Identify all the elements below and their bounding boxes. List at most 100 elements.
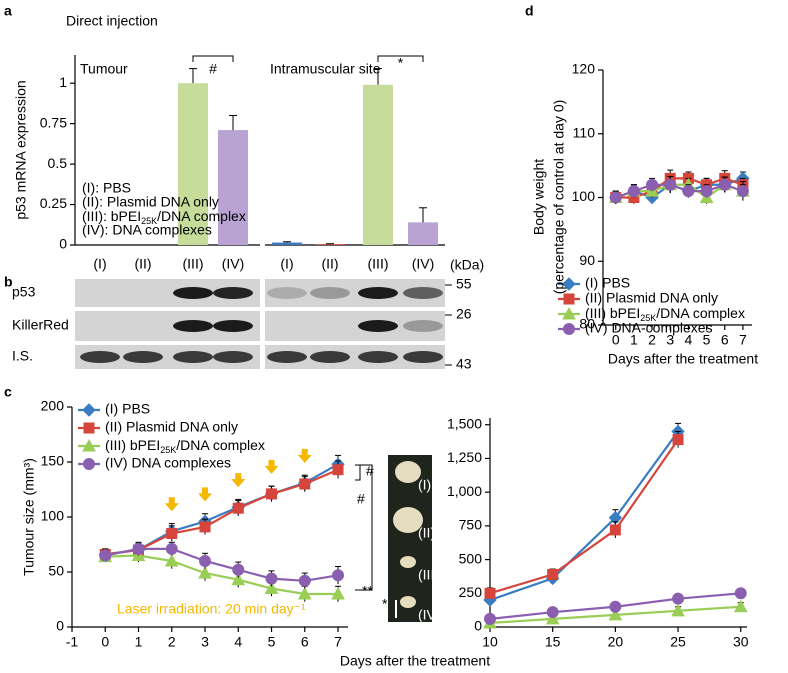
y-tick-label: 1 <box>59 74 67 90</box>
y-tick-label: 0 <box>474 618 482 634</box>
y-tick-label: 0.75 <box>40 114 67 130</box>
band <box>358 351 398 363</box>
y-tick-label: 120 <box>572 61 596 77</box>
marker <box>297 586 312 600</box>
marker <box>484 612 496 625</box>
legend-text: (I) PBS <box>585 275 630 291</box>
band <box>213 351 253 363</box>
marker <box>266 488 278 500</box>
x-tick-label: 1 <box>630 332 638 348</box>
marker <box>199 521 211 533</box>
bar <box>272 242 302 245</box>
y-tick-label: 1,000 <box>447 483 482 499</box>
marker <box>547 568 559 580</box>
legend-marker <box>563 323 575 335</box>
y-tick-label: 50 <box>48 563 64 579</box>
marker <box>545 611 560 625</box>
legend-text: (II): Plasmid DNA only <box>82 194 219 210</box>
panel-label: b <box>4 274 13 290</box>
legend-marker <box>82 403 96 417</box>
x-tick-label: 0 <box>612 332 620 348</box>
panel-label: d <box>525 3 534 19</box>
legend-text: (III) bPEI25K/DNA complex <box>105 437 265 456</box>
x-tick-label: 3 <box>666 332 674 348</box>
band <box>358 320 398 332</box>
y-tick-label: 500 <box>459 550 483 566</box>
bar <box>218 130 248 245</box>
significance: # <box>357 491 365 507</box>
panel-label: a <box>4 3 12 19</box>
marker-label: 55 <box>456 276 472 292</box>
group-label: Tumour <box>80 61 128 77</box>
marker <box>718 178 731 191</box>
legend-text: (III): bPEI25K/DNA complex <box>82 208 246 227</box>
x-tick-label: 4 <box>685 332 693 348</box>
tumour <box>400 596 416 608</box>
unit-label: (kDa) <box>450 257 484 273</box>
bar <box>408 222 438 245</box>
x-tick-label: 6 <box>721 332 729 348</box>
marker-label: 26 <box>456 306 472 322</box>
tumour <box>393 507 423 533</box>
x-tick-label: (I) <box>280 256 293 272</box>
blot-bg <box>265 311 445 341</box>
y-axis-label: p53 mRNA expression <box>13 80 29 219</box>
marker <box>332 464 344 476</box>
marker <box>264 581 279 594</box>
significance: * <box>382 596 388 612</box>
marker <box>231 572 246 586</box>
y-tick-label: 150 <box>41 453 65 469</box>
x-tick-label: 2 <box>168 634 176 650</box>
laser-arrow <box>198 487 213 502</box>
marker <box>609 524 621 536</box>
band <box>173 351 213 363</box>
marker <box>646 178 659 191</box>
marker <box>609 191 622 204</box>
y-tick-label: 750 <box>459 517 483 533</box>
laser-arrow <box>297 448 312 463</box>
significance-bracket <box>192 55 234 62</box>
marker <box>199 555 212 567</box>
series-line <box>105 554 339 596</box>
x-tick-label: 15 <box>545 634 561 650</box>
laser-arrow <box>164 497 179 512</box>
marker-label: 43 <box>456 356 472 372</box>
x-axis-label: Days after the treatment <box>340 653 490 669</box>
y-axis-label: (percentage of control at day 0) <box>551 100 567 295</box>
row-label: KillerRed <box>12 317 69 333</box>
marker <box>164 553 179 567</box>
legend-text: (I): PBS <box>82 180 131 196</box>
band <box>123 351 163 363</box>
marker <box>736 185 749 198</box>
y-tick-label: 90 <box>579 252 595 268</box>
x-tick-label: (II) <box>134 256 151 272</box>
y-tick-label: 250 <box>459 584 483 600</box>
x-tick-label: 30 <box>733 634 749 650</box>
marker <box>484 587 496 599</box>
photo-label: (III) <box>418 567 439 583</box>
photo-label: (I) <box>418 477 431 493</box>
marker <box>232 563 245 576</box>
panel-label: c <box>4 384 12 400</box>
x-tick-label: 4 <box>234 634 242 650</box>
band <box>310 351 350 363</box>
marker <box>265 572 278 585</box>
marker <box>671 603 685 617</box>
marker <box>664 178 677 191</box>
y-tick-label: 0 <box>59 236 67 252</box>
x-tick-label: -1 <box>66 634 79 650</box>
band <box>267 287 307 299</box>
legend-text: (III) bPEI25K/DNA complex <box>585 305 745 324</box>
y-tick-label: 1,500 <box>447 415 482 431</box>
marker <box>672 592 685 605</box>
legend-text: (IV): DNA complexes <box>82 222 212 238</box>
y-tick-label: 80 <box>579 316 595 332</box>
significance-bracket <box>377 55 424 62</box>
x-tick-label: (II) <box>321 256 338 272</box>
bar <box>315 244 345 245</box>
legend-text: (II) Plasmid DNA only <box>105 419 238 435</box>
x-tick-label: 3 <box>201 634 209 650</box>
marker <box>332 569 345 582</box>
x-tick-label: 0 <box>101 634 109 650</box>
marker <box>700 185 713 198</box>
